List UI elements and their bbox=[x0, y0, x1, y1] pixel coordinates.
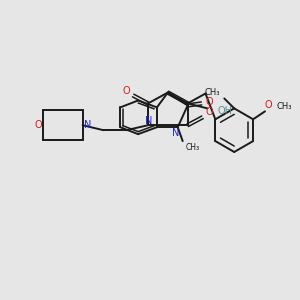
Text: CH₃: CH₃ bbox=[205, 88, 220, 97]
Text: O: O bbox=[122, 85, 130, 96]
Text: O: O bbox=[34, 120, 42, 130]
Text: CH₃: CH₃ bbox=[277, 102, 292, 111]
Text: O: O bbox=[264, 100, 272, 110]
Text: N: N bbox=[145, 116, 153, 126]
Text: O: O bbox=[206, 98, 213, 107]
Text: N: N bbox=[84, 120, 91, 130]
Text: O: O bbox=[206, 107, 213, 117]
Text: CH₃: CH₃ bbox=[186, 142, 200, 152]
Text: N: N bbox=[172, 128, 179, 138]
Text: OH: OH bbox=[218, 106, 232, 116]
